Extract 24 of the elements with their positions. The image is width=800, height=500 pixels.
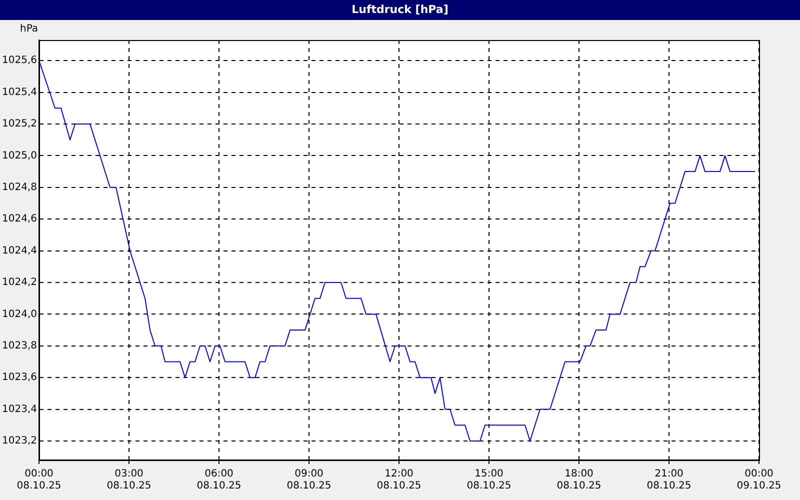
y-tick-label: 1023,2 <box>2 436 37 447</box>
x-tick-label: 12:00 08.10.25 <box>376 468 422 492</box>
y-tick-label: 1025,0 <box>2 150 37 162</box>
x-tick-label: 18:00 08.10.25 <box>556 468 602 492</box>
y-tick-label: 1025,4 <box>2 86 37 98</box>
y-tick-label: 1025,2 <box>2 118 37 130</box>
x-tick-label: 03:00 08.10.25 <box>106 468 152 492</box>
x-tick-label: 00:00 08.10.25 <box>16 468 62 492</box>
x-tick-label: 00:00 09.10.25 <box>736 468 782 492</box>
x-tick-label: 09:00 08.10.25 <box>286 468 332 492</box>
y-tick-label: 1023,6 <box>2 372 37 384</box>
y-tick-label: 1025,6 <box>2 55 37 66</box>
y-axis-title: hPa <box>20 24 38 35</box>
chart-title: Luftdruck [hPa] <box>0 0 800 20</box>
y-tick-label: 1023,4 <box>2 404 37 415</box>
x-tick-label: 06:00 08.10.25 <box>196 468 242 492</box>
y-tick-label: 1024,6 <box>2 214 37 225</box>
y-tick-label: 1024,2 <box>2 277 37 288</box>
x-tick-label: 21:00 08.10.25 <box>646 468 692 492</box>
y-tick-label: 1024,0 <box>2 308 37 320</box>
x-tick-label: 15:00 08.10.25 <box>466 468 512 492</box>
y-tick-label: 1023,8 <box>2 340 37 352</box>
y-tick-label: 1024,4 <box>2 245 37 256</box>
y-tick-label: 1024,8 <box>2 182 37 193</box>
